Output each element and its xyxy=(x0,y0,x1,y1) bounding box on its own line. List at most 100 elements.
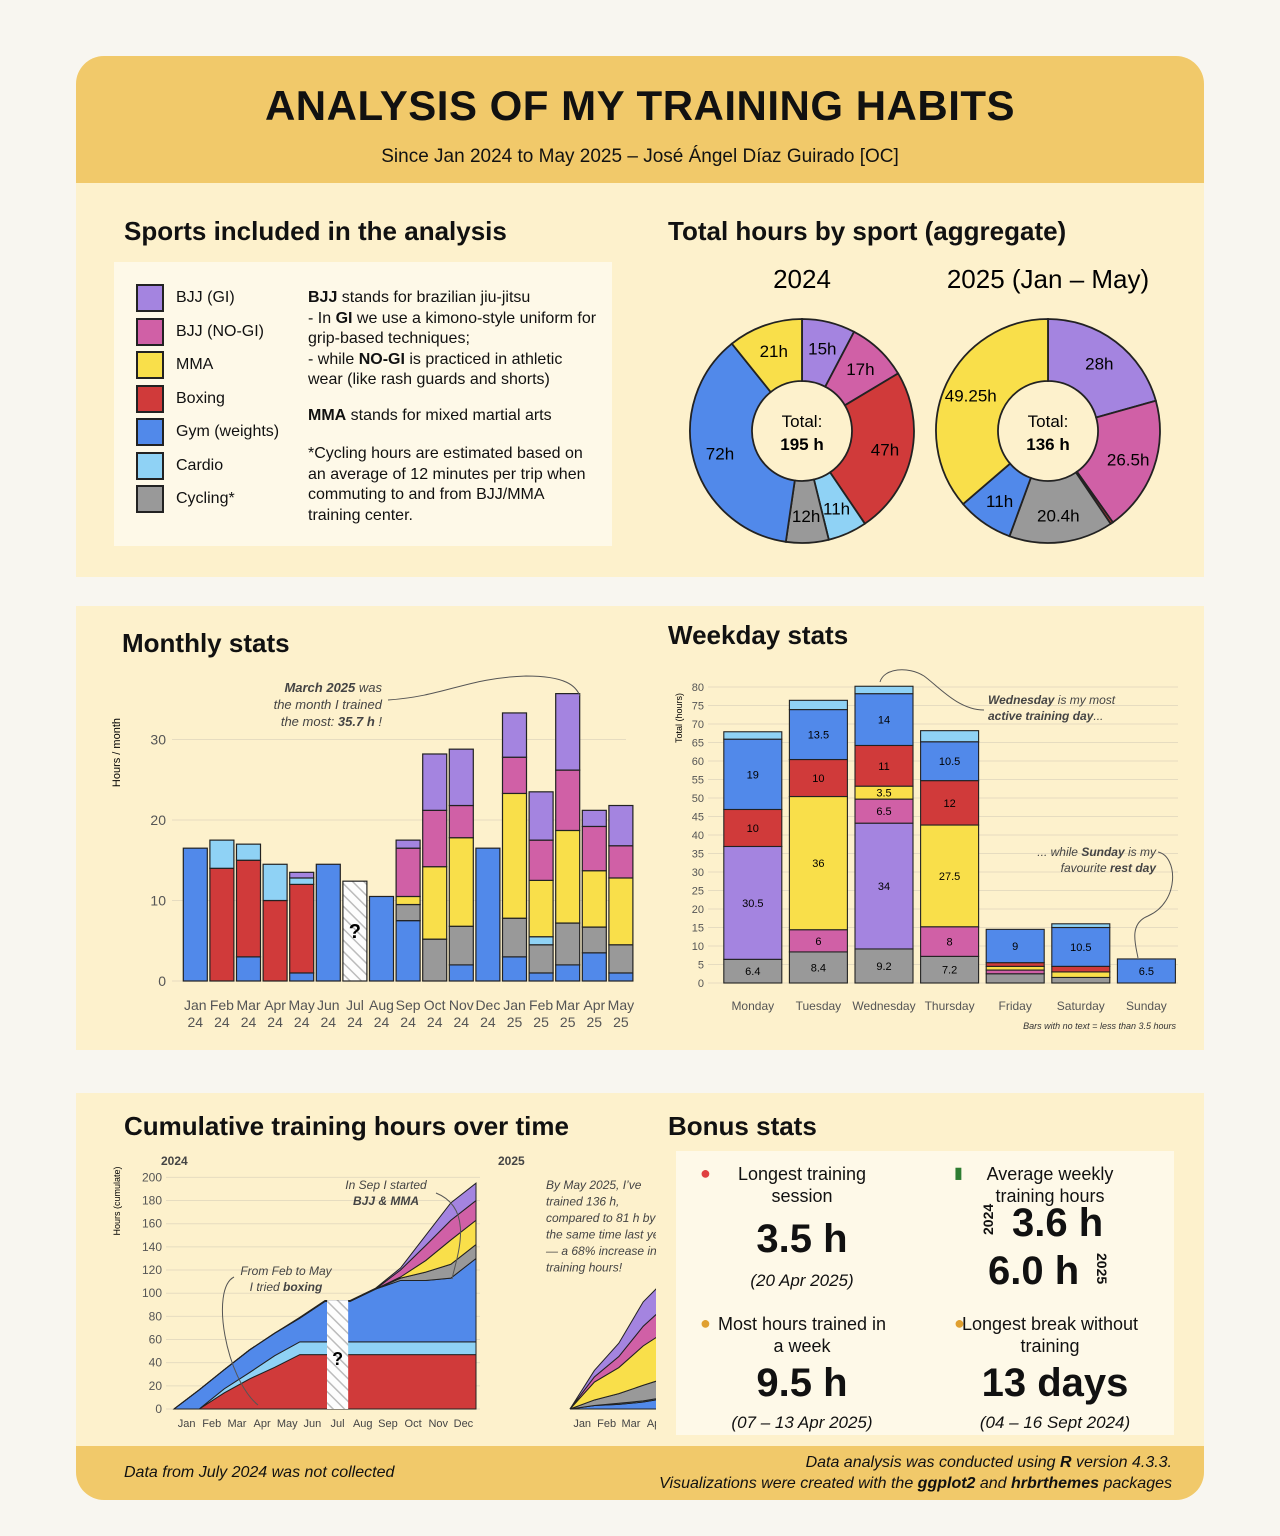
weekday-bar-cardio xyxy=(723,731,783,740)
monthly-x-tick-year: 24 xyxy=(454,1014,470,1030)
donut-slice-label: 12h xyxy=(792,507,820,526)
cum2025-x-tick: Apr xyxy=(647,1418,656,1430)
weekday-bar-cardio xyxy=(854,685,914,695)
annotation-text: I tried xyxy=(250,1280,283,1294)
weekday-y-tick: 55 xyxy=(692,775,704,787)
cum-annotation-growth: By May 2025, I’ve xyxy=(546,1178,642,1192)
monthly-bar-gym-weights xyxy=(608,972,634,982)
weekday-bar-label: 3.5 xyxy=(876,788,891,800)
weekday-bar-bjj-gi xyxy=(723,845,783,960)
weekday-bar-cardio xyxy=(1051,923,1111,929)
credits-hrbrthemes: hrbrthemes xyxy=(1011,1475,1100,1492)
weekday-bar-label: 7.2 xyxy=(942,965,957,977)
weekday-x-tick: Monday xyxy=(731,999,774,1013)
sports-section-title: Sports included in the analysis xyxy=(124,216,507,246)
donut-slice-label: 11h xyxy=(823,500,850,519)
donut-slice-label: 15h xyxy=(808,339,836,358)
monthly-bar-bjj-no-gi xyxy=(501,756,528,795)
most-week-label: Most hours trained in a week xyxy=(717,1314,887,1356)
weekday-x-tick: Friday xyxy=(999,999,1032,1013)
cumulative-y-tick: 200 xyxy=(142,1170,162,1184)
monthly-bar-mma xyxy=(422,866,448,940)
legend-swatch xyxy=(136,351,164,379)
weekday-bar-gym-weights xyxy=(854,693,914,747)
weekday-bar-boxing xyxy=(854,744,914,787)
weekday-x-tick: Tuesday xyxy=(796,999,842,1013)
weekday-y-tick: 25 xyxy=(692,886,704,898)
weekday-bar-bjj-no-gi xyxy=(920,926,980,957)
cumulative-missing-band xyxy=(327,1300,349,1409)
sports-legend-panel: BJJ (GI) BJJ (NO-GI) MMA Boxing Gym (weights… xyxy=(114,262,612,546)
mma-term: MMA xyxy=(308,407,347,424)
annotation-bold: Wednesday xyxy=(988,693,1056,707)
donut-slice-bjj-gi xyxy=(1047,318,1157,419)
weekday-bar-cardio xyxy=(788,699,848,711)
bjj-note-d: - while xyxy=(308,350,359,368)
cumulative-y-tick: 80 xyxy=(149,1309,163,1323)
weekday-bar-boxing xyxy=(1051,965,1111,973)
legend-label: Cycling* xyxy=(176,490,235,507)
legend-label: Gym (weights) xyxy=(176,423,280,440)
bjj-note-a: stands for brazilian jiu-jitsu xyxy=(337,289,531,306)
monthly-bar-bjj-gi xyxy=(528,791,554,841)
monthly-annotation-2: the month I trained xyxy=(274,697,383,712)
cumulative-y-tick: 20 xyxy=(149,1379,163,1393)
bjj-note-b: - In xyxy=(308,309,336,327)
weekday-annotation-sun-2: favourite rest day xyxy=(1061,861,1158,875)
weekday-x-tick: Thursday xyxy=(925,999,975,1013)
cumulative-year-2024: 2024 xyxy=(161,1154,188,1168)
donut-slice-label: 20.4h xyxy=(1037,506,1080,525)
monthly-bar-gym-weights xyxy=(395,920,421,982)
donut-title: 2025 (Jan – May) xyxy=(947,266,1149,294)
monthly-x-tick-month: Apr xyxy=(583,997,605,1013)
cum2024-x-tick: Jan xyxy=(178,1418,196,1430)
weekday-bar-cardio xyxy=(920,730,980,743)
monthly-bar-bjj-no-gi xyxy=(395,847,421,898)
monthly-bar-boxing xyxy=(209,867,235,982)
weekday-bar-label: 14 xyxy=(878,715,890,727)
weekday-x-tick: Saturday xyxy=(1057,999,1105,1013)
weekday-y-tick: 80 xyxy=(692,682,704,694)
credits-and: and xyxy=(975,1475,1012,1492)
annotation-text: favourite xyxy=(1061,861,1110,875)
most-week-value: 9.5 h xyxy=(756,1361,848,1405)
cum-annotation-boxing: From Feb to May xyxy=(240,1264,332,1278)
page-subtitle: Since Jan 2024 to May 2025 – José Ángel … xyxy=(381,146,899,167)
cum2024-x-tick: Nov xyxy=(428,1418,448,1430)
weekday-bar-boxing xyxy=(788,758,848,798)
weekday-y-tick: 0 xyxy=(698,978,704,990)
monthly-x-tick-month: Aug xyxy=(369,997,394,1013)
weekday-annotation-sun: ... while Sunday is my xyxy=(1037,845,1157,859)
gi-term: GI xyxy=(335,309,353,327)
monthly-annotation-arrow xyxy=(387,675,581,701)
cum2024-x-tick: Apr xyxy=(254,1418,271,1430)
credits-d: Visualizations were created with the xyxy=(659,1475,918,1492)
weekday-bar-label: 12 xyxy=(943,798,955,810)
credits-e: packages xyxy=(1099,1475,1173,1492)
totals-section-title: Total hours by sport (aggregate) xyxy=(668,216,1067,246)
monthly-x-tick-year: 25 xyxy=(587,1014,603,1030)
cum2025-area-bjj-gi xyxy=(569,1288,656,1410)
weekday-bar-label: 8 xyxy=(947,937,953,949)
legend-label: BJJ (GI) xyxy=(176,289,235,306)
cum-annotation-growth: compared to 81 h by xyxy=(546,1211,656,1225)
weekday-y-tick: 30 xyxy=(692,867,704,879)
monthly-x-tick-year: 24 xyxy=(241,1014,257,1030)
monthly-bar-mma xyxy=(581,870,607,928)
donut-2025-jan-may: 2025 (Jan – May) 28h 26.5h 20.4h 11h 49.25h To… xyxy=(935,266,1161,544)
donut-slice-label: 21h xyxy=(760,342,788,361)
cum-annotation-sep-2: BJJ & MMA xyxy=(353,1194,419,1208)
weekday-y-tick: 60 xyxy=(692,756,704,768)
legend-item-cardio: Cardio xyxy=(136,450,223,482)
monthly-bar-mma xyxy=(555,829,581,924)
donut-slice-label: 49.25h xyxy=(945,387,997,406)
cumulative-chart: Hours (cumulate) 2024 2025 0 20 40 60 80 100 120 1… xyxy=(112,1154,656,1430)
weekday-bar-label: 13.5 xyxy=(808,730,829,742)
longest-session-value: 3.5 h xyxy=(756,1217,848,1261)
monthly-bar-bjj-no-gi xyxy=(555,769,581,832)
avg-year-2025: 2025 xyxy=(1094,1253,1110,1285)
monthly-bar-cardio xyxy=(235,843,262,861)
monthly-x-tick-month: Oct xyxy=(424,997,446,1013)
monthly-y-tick: 30 xyxy=(150,732,166,748)
annotation-bold: Sunday xyxy=(1081,845,1126,859)
